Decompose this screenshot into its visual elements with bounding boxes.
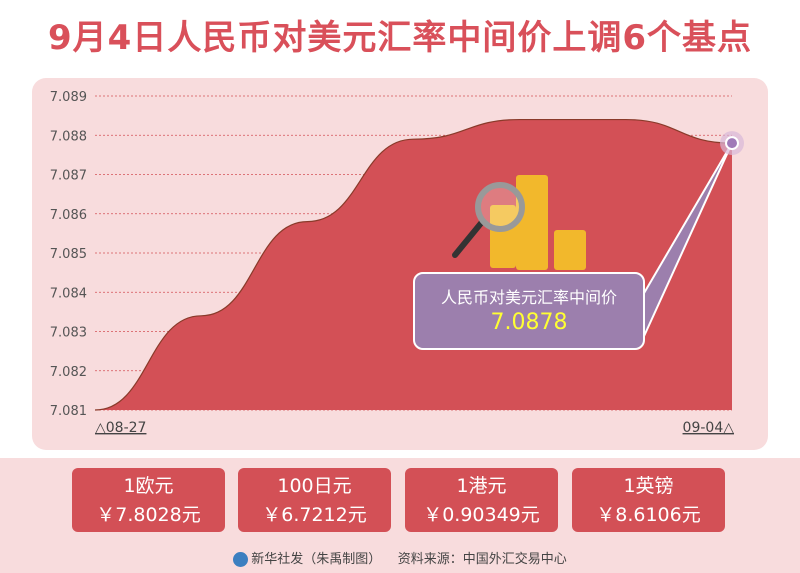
magnifier-icon xyxy=(475,182,525,232)
page-title: 9月4日人民币对美元汇率中间价上调6个基点 xyxy=(48,18,752,58)
area-chart: 7.081 7.082 7.083 7.084 7.085 7.086 7.087 7.088… xyxy=(50,90,744,436)
rate-name: 100日元 xyxy=(277,475,352,497)
rate-card: 1英镑 ￥8.6106元 xyxy=(572,468,725,532)
rate-value: ￥0.90349元 xyxy=(423,504,540,526)
y-tick-label: 7.086 xyxy=(50,208,87,223)
x-label-end: 09-04△ xyxy=(683,420,735,436)
footer: 新华社发（朱禹制图） 资料来源：中国外汇交易中心 xyxy=(0,548,800,567)
y-tick-label: 7.087 xyxy=(50,169,87,184)
rate-name: 1港元 xyxy=(456,475,507,497)
magnifier-handle-icon xyxy=(452,219,485,258)
y-tick-label: 7.084 xyxy=(50,286,87,301)
series-line xyxy=(94,118,733,411)
credit: 新华社发（朱禹制图） xyxy=(251,552,382,567)
y-tick-label: 7.088 xyxy=(50,129,87,144)
rate-card: 1港元 ￥0.90349元 xyxy=(405,468,558,532)
coin-stack-icon xyxy=(516,175,548,270)
callout-label: 人民币对美元汇率中间价 xyxy=(440,288,617,307)
x-label-start: △08-27 xyxy=(95,420,146,436)
rate-name: 1英镑 xyxy=(623,475,674,497)
value-callout: 人民币对美元汇率中间价 7.0878 xyxy=(413,272,645,350)
xinhua-logo-icon xyxy=(233,552,249,567)
y-tick-label: 7.083 xyxy=(50,326,87,341)
callout-value: 7.0878 xyxy=(490,310,568,335)
rate-name: 1欧元 xyxy=(123,475,174,497)
rate-value: ￥8.6106元 xyxy=(596,504,701,526)
rate-value: ￥6.7212元 xyxy=(262,504,367,526)
rate-card: 100日元 ￥6.7212元 xyxy=(238,468,391,532)
rate-card: 1欧元 ￥7.8028元 xyxy=(72,468,225,532)
y-tick-label: 7.081 xyxy=(50,404,87,419)
y-tick-label: 7.085 xyxy=(50,247,87,262)
coin-stack-icon xyxy=(490,205,516,268)
endpoint-marker xyxy=(725,136,739,151)
y-tick-label: 7.089 xyxy=(50,90,87,105)
area-fill xyxy=(95,119,732,411)
coin-stack-icon xyxy=(554,230,586,270)
y-tick-label: 7.082 xyxy=(50,365,87,380)
source: 资料来源：中国外汇交易中心 xyxy=(397,552,567,567)
rate-value: ￥7.8028元 xyxy=(96,504,201,526)
